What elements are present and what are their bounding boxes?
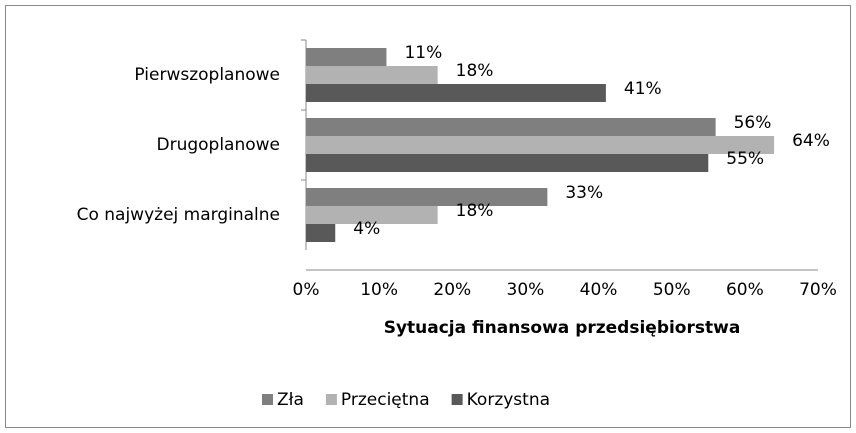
x-axis-label: Sytuacja finansowa przedsiębiorstwa xyxy=(384,318,741,338)
x-tick-label: 10% xyxy=(360,280,398,300)
legend-swatch xyxy=(451,394,463,405)
value-label: 33% xyxy=(565,183,603,203)
x-tick-label: 0% xyxy=(293,280,320,300)
x-tick-label: 60% xyxy=(726,280,764,300)
x-tick-label: 20% xyxy=(433,280,471,300)
legend-label: Przeciętna xyxy=(341,390,430,410)
legend-swatch xyxy=(262,394,273,405)
legend-label: Korzystna xyxy=(467,390,550,410)
value-label: 4% xyxy=(353,219,380,239)
value-label: 56% xyxy=(734,113,772,133)
value-label: 18% xyxy=(456,201,494,221)
value-label: 64% xyxy=(792,131,830,151)
bar xyxy=(306,84,606,102)
legend-label: Zła xyxy=(277,390,304,410)
bar xyxy=(306,154,709,172)
value-label: 41% xyxy=(624,79,662,99)
bar xyxy=(306,66,438,84)
x-tick-label: 30% xyxy=(507,280,545,300)
value-label: 11% xyxy=(404,43,442,63)
x-tick-label: 40% xyxy=(580,280,618,300)
x-tick-label: 50% xyxy=(653,280,691,300)
bar xyxy=(306,188,548,206)
bar xyxy=(306,224,336,242)
bar xyxy=(306,48,387,66)
y-tick-label: Pierwszoplanowe xyxy=(134,65,280,85)
y-tick-label: Co najwyżej marginalne xyxy=(77,205,280,225)
value-label: 18% xyxy=(456,61,494,81)
y-tick-label: Drugoplanowe xyxy=(156,135,280,155)
bar xyxy=(306,118,716,136)
bar xyxy=(306,206,438,224)
value-label: 55% xyxy=(726,149,764,169)
bar xyxy=(306,136,775,154)
legend-swatch xyxy=(325,394,337,405)
x-tick-label: 70% xyxy=(799,280,837,300)
